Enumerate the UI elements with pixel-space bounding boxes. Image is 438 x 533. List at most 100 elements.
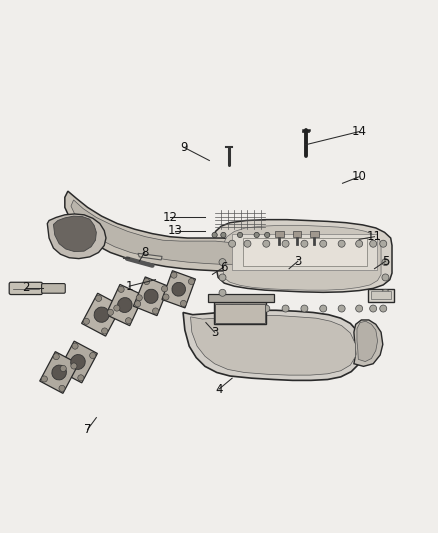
Polygon shape	[71, 200, 252, 264]
Circle shape	[152, 308, 159, 314]
Polygon shape	[354, 320, 383, 366]
Circle shape	[380, 305, 387, 312]
Circle shape	[118, 286, 124, 293]
Circle shape	[263, 240, 270, 247]
Circle shape	[382, 289, 389, 296]
Polygon shape	[65, 191, 262, 271]
Circle shape	[163, 294, 169, 300]
Circle shape	[144, 278, 150, 285]
Polygon shape	[368, 289, 394, 302]
Circle shape	[229, 240, 236, 247]
FancyBboxPatch shape	[293, 231, 301, 237]
Polygon shape	[214, 302, 266, 324]
Polygon shape	[81, 293, 122, 336]
Text: 3: 3	[294, 255, 301, 268]
Ellipse shape	[144, 289, 158, 303]
Circle shape	[107, 309, 113, 316]
Circle shape	[53, 353, 59, 360]
Circle shape	[180, 301, 187, 306]
Circle shape	[136, 295, 142, 301]
Circle shape	[212, 232, 217, 238]
Polygon shape	[134, 277, 169, 316]
Ellipse shape	[94, 307, 109, 322]
Polygon shape	[162, 271, 195, 308]
Circle shape	[301, 305, 308, 312]
Circle shape	[78, 375, 84, 381]
Circle shape	[282, 240, 289, 247]
Circle shape	[244, 240, 251, 247]
Text: 11: 11	[367, 230, 382, 243]
Circle shape	[90, 352, 96, 359]
Polygon shape	[40, 352, 78, 393]
Text: 1: 1	[125, 280, 133, 293]
Ellipse shape	[117, 297, 132, 312]
Polygon shape	[357, 321, 378, 361]
Polygon shape	[47, 214, 106, 259]
Polygon shape	[183, 310, 363, 381]
Circle shape	[338, 305, 345, 312]
Circle shape	[219, 274, 226, 281]
Text: 9: 9	[180, 141, 188, 154]
Ellipse shape	[71, 354, 85, 369]
Circle shape	[60, 366, 66, 372]
Circle shape	[114, 305, 120, 311]
Text: 12: 12	[162, 211, 177, 224]
Polygon shape	[53, 216, 96, 252]
Circle shape	[102, 328, 108, 334]
Circle shape	[188, 278, 194, 285]
Text: 2: 2	[22, 281, 30, 294]
Circle shape	[380, 240, 387, 247]
Text: 8: 8	[141, 246, 148, 259]
Circle shape	[59, 385, 65, 391]
Circle shape	[134, 301, 141, 307]
Circle shape	[265, 232, 270, 238]
FancyBboxPatch shape	[275, 231, 284, 237]
Text: 7: 7	[84, 423, 92, 436]
Circle shape	[221, 232, 226, 238]
Circle shape	[72, 343, 78, 349]
Circle shape	[301, 240, 308, 247]
Text: 5: 5	[382, 255, 389, 268]
Circle shape	[162, 286, 168, 292]
Circle shape	[263, 305, 270, 312]
Polygon shape	[223, 225, 381, 290]
Polygon shape	[232, 233, 377, 270]
Circle shape	[356, 305, 363, 312]
Circle shape	[125, 318, 131, 324]
FancyBboxPatch shape	[310, 231, 319, 237]
Circle shape	[338, 240, 345, 247]
Circle shape	[219, 259, 226, 265]
FancyBboxPatch shape	[42, 284, 65, 293]
Circle shape	[229, 305, 236, 312]
Circle shape	[254, 232, 259, 238]
Circle shape	[370, 305, 377, 312]
Text: 3: 3	[211, 326, 218, 338]
Circle shape	[282, 305, 289, 312]
Polygon shape	[191, 316, 356, 375]
Circle shape	[320, 305, 327, 312]
Polygon shape	[214, 220, 392, 292]
Text: 14: 14	[352, 125, 367, 138]
Polygon shape	[371, 292, 391, 300]
Circle shape	[171, 272, 177, 278]
Text: 6: 6	[219, 261, 227, 274]
Circle shape	[71, 363, 77, 369]
Polygon shape	[208, 294, 274, 302]
Circle shape	[95, 295, 102, 302]
Polygon shape	[138, 253, 162, 260]
Polygon shape	[106, 285, 144, 326]
Text: 10: 10	[352, 170, 367, 183]
Text: 4: 4	[215, 383, 223, 395]
Polygon shape	[243, 238, 367, 265]
Circle shape	[83, 318, 89, 325]
Ellipse shape	[172, 282, 185, 296]
Circle shape	[219, 289, 226, 296]
Circle shape	[237, 232, 243, 238]
Circle shape	[244, 305, 251, 312]
Circle shape	[382, 274, 389, 281]
Circle shape	[382, 259, 389, 265]
Polygon shape	[215, 304, 265, 324]
Polygon shape	[59, 341, 97, 383]
Circle shape	[41, 376, 47, 382]
Ellipse shape	[52, 365, 67, 380]
